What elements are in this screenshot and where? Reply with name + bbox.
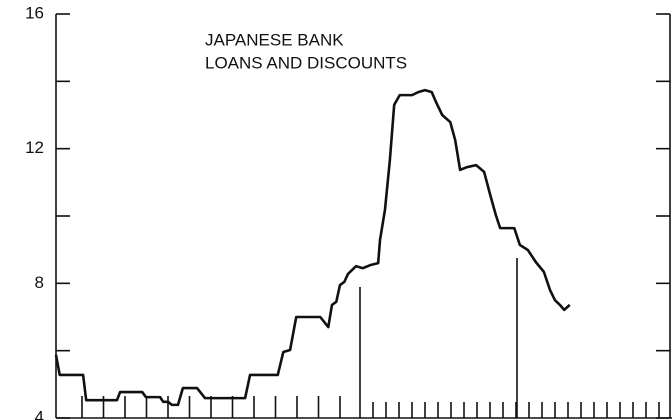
data-line [54,88,571,407]
y-tick-label: 12 [25,138,44,157]
y-tick-label: 16 [25,3,44,22]
y-tick-label: 4 [35,407,44,420]
chart-title: LOANS AND DISCOUNTS [205,53,407,72]
chart-title: JAPANESE BANK [205,30,344,49]
y-tick-label: 8 [35,273,44,292]
